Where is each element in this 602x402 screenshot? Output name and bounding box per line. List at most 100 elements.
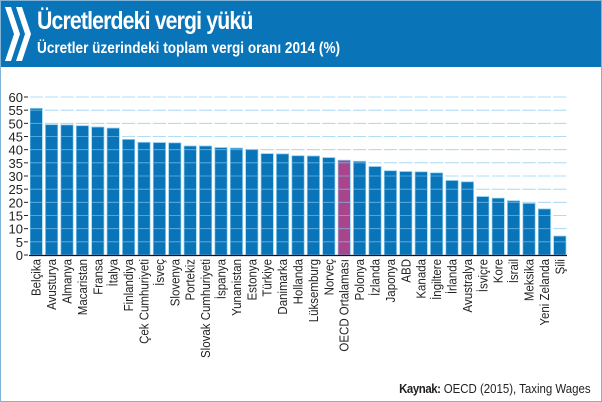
bar bbox=[506, 200, 521, 256]
bar bbox=[106, 127, 120, 256]
x-tick-label: İtalya bbox=[106, 259, 121, 287]
bar bbox=[429, 172, 444, 256]
bar-gap bbox=[243, 95, 246, 255]
bar bbox=[91, 126, 105, 256]
x-tick-label: Yunanistan bbox=[229, 259, 244, 316]
y-tick-label: 25 bbox=[9, 182, 23, 197]
bar-gap bbox=[181, 95, 184, 255]
y-tick-label: 50 bbox=[9, 116, 23, 131]
x-tick-label: Avustralya bbox=[460, 259, 475, 313]
bar-gap bbox=[320, 95, 323, 255]
bar-gap bbox=[135, 95, 138, 255]
bar bbox=[275, 153, 290, 256]
bar-gap bbox=[335, 95, 338, 255]
bar bbox=[260, 153, 274, 256]
bar-gap bbox=[397, 95, 400, 255]
x-tick-label: Fransa bbox=[91, 259, 106, 295]
y-tick-label: 20 bbox=[9, 195, 23, 210]
bar bbox=[460, 181, 475, 256]
bar-gap bbox=[535, 95, 538, 255]
x-tick-label: İsviçre bbox=[476, 259, 491, 293]
bar-gap bbox=[520, 95, 523, 255]
x-tick-label: Macaristan bbox=[75, 259, 90, 315]
bar-gap bbox=[196, 95, 199, 255]
bar-gap bbox=[381, 95, 384, 255]
bar bbox=[553, 235, 567, 256]
chart-title: Ücretlerdeki vergi yükü bbox=[37, 7, 253, 35]
x-tick-label: ABD bbox=[399, 259, 414, 283]
x-tick-label: Portekiz bbox=[183, 259, 198, 301]
y-tick-label: 5 bbox=[16, 235, 23, 250]
bar-gap bbox=[119, 95, 122, 255]
bar-gap bbox=[366, 95, 369, 255]
y-tick-label: 10 bbox=[9, 222, 23, 237]
bar-gap bbox=[42, 95, 45, 255]
x-tick-label: Meksika bbox=[522, 259, 537, 301]
bar-gap bbox=[289, 95, 292, 255]
bar bbox=[522, 202, 536, 256]
bar-gap bbox=[443, 95, 446, 255]
bar-gap bbox=[427, 95, 430, 255]
double-chevron-icon bbox=[5, 7, 31, 61]
y-tick-label: 60 bbox=[9, 90, 23, 105]
x-tick-label: Finlandiya bbox=[122, 259, 137, 312]
bar bbox=[445, 180, 459, 256]
x-tick-label: Türkiye bbox=[260, 259, 275, 297]
x-tick-label: Almanya bbox=[60, 259, 75, 304]
x-tick-label: Çek Cumhuriyeti bbox=[137, 259, 152, 344]
x-tick-label: Slovenya bbox=[168, 259, 183, 307]
x-tick-label: Şili bbox=[553, 259, 568, 274]
source-label: Kaynak: bbox=[399, 381, 442, 396]
x-tick-label: Estonya bbox=[245, 259, 260, 301]
x-tick-label: Japonya bbox=[383, 259, 398, 303]
bar bbox=[152, 142, 166, 256]
bar bbox=[306, 155, 321, 256]
x-tick-label: Yeni Zelanda bbox=[537, 259, 552, 326]
bar-gap bbox=[73, 95, 76, 255]
bar bbox=[291, 155, 305, 256]
bar bbox=[168, 142, 182, 256]
bar-gap bbox=[273, 95, 276, 255]
bar-gap bbox=[551, 95, 554, 255]
bar-gap bbox=[58, 95, 61, 255]
x-tick-label: İngiltere bbox=[430, 259, 445, 300]
x-tick-label: İzlanda bbox=[368, 259, 383, 296]
bar-gap bbox=[89, 95, 92, 255]
y-tick-label: 0 bbox=[16, 248, 23, 263]
bar-gap bbox=[489, 95, 492, 255]
x-tick-label: Polonya bbox=[353, 259, 368, 301]
bar bbox=[122, 138, 136, 256]
bar bbox=[45, 124, 59, 256]
x-tick-label: İrlanda bbox=[445, 259, 460, 294]
bar bbox=[60, 124, 74, 256]
y-tick-label: 35 bbox=[9, 156, 23, 171]
bar-gap bbox=[28, 95, 30, 255]
bar bbox=[214, 147, 228, 256]
bar bbox=[322, 157, 336, 256]
x-tick-label: Norveç bbox=[322, 259, 337, 295]
bar-gap bbox=[412, 95, 415, 255]
bar-gap bbox=[212, 95, 215, 255]
bar bbox=[183, 145, 197, 256]
y-tick-label: 55 bbox=[9, 103, 23, 118]
bar-gap bbox=[458, 95, 461, 255]
bar-gap bbox=[504, 95, 507, 255]
x-tick-label: İsveç bbox=[152, 259, 167, 286]
bar bbox=[476, 196, 490, 256]
bar-gap bbox=[258, 95, 261, 255]
bar bbox=[399, 171, 413, 256]
x-tick-label: İsrail bbox=[507, 259, 522, 283]
bar bbox=[75, 125, 89, 256]
bar-gap bbox=[474, 95, 477, 255]
bar-gap bbox=[166, 95, 169, 255]
source-note: Kaynak: OECD (2015), Taxing Wages bbox=[400, 381, 591, 396]
bar-gap bbox=[566, 95, 601, 255]
bar bbox=[198, 145, 213, 256]
source-text: OECD (2015), Taxing Wages bbox=[444, 381, 591, 396]
x-tick-label: Kore bbox=[491, 259, 506, 284]
bar bbox=[414, 171, 428, 256]
bar bbox=[137, 141, 151, 256]
bar-gap bbox=[227, 95, 230, 255]
